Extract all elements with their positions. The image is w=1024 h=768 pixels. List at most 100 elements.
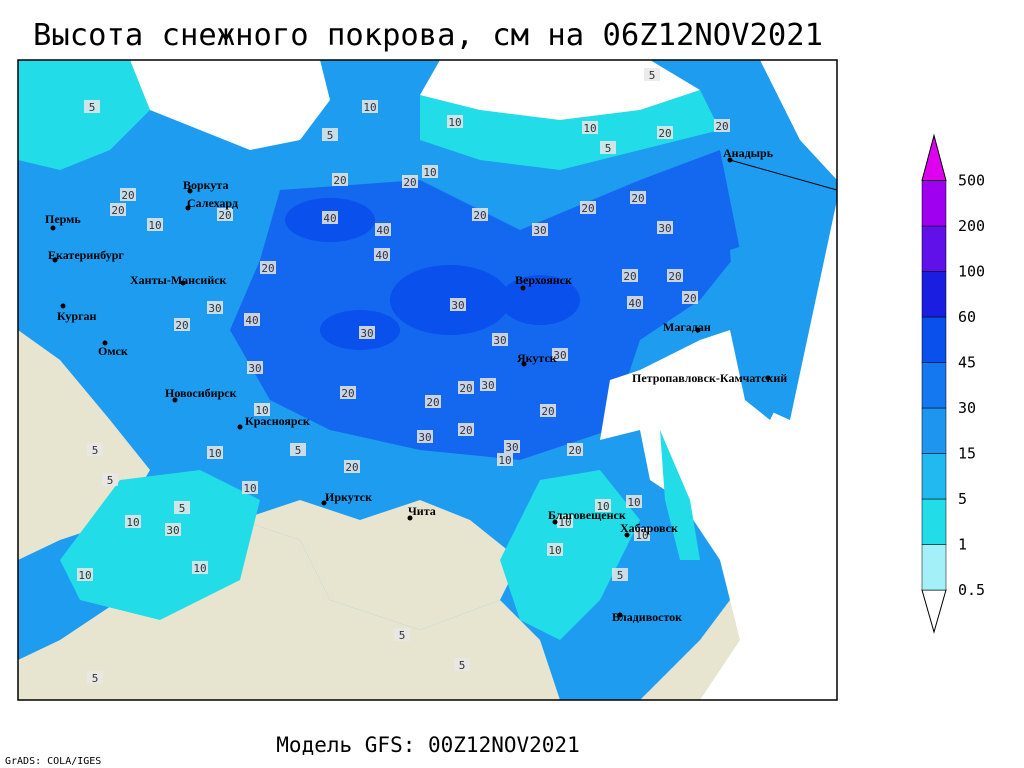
contour-label: 40: [628, 297, 641, 310]
city-label: Хабаровск: [620, 521, 678, 535]
colorbar-label: 45: [958, 354, 976, 372]
contour-label-box: [657, 221, 673, 234]
contour-label-box: [497, 453, 513, 466]
city-label: Верхоянск: [515, 273, 572, 287]
contour-label-box: [87, 671, 103, 684]
colorbar-over: [921, 133, 947, 181]
contour-label: 5: [92, 444, 99, 457]
city-dot: [187, 188, 193, 194]
contour-label-box: [626, 495, 642, 508]
contour-label-box: [290, 443, 306, 456]
contour-label: 20: [345, 461, 358, 474]
contour-label-box: [682, 291, 698, 304]
contour-label: 10: [208, 447, 221, 460]
colorbar-box: [921, 225, 947, 272]
contour-label: 20: [218, 209, 231, 222]
contour-label: 10: [583, 122, 596, 135]
contour-label: 20: [568, 444, 581, 457]
contour-label-box: [714, 119, 730, 132]
contour-label-box: [217, 208, 233, 221]
contour-label: 10: [255, 404, 268, 417]
city-dot: [552, 519, 558, 525]
contour-label: 20: [261, 262, 274, 275]
contour-label-box: [332, 173, 348, 186]
colorbar-box: [921, 498, 947, 545]
contour-label: 30: [481, 379, 494, 392]
colorbar-box: [921, 453, 947, 500]
contour-label: 40: [323, 212, 336, 225]
contour-label-box: [667, 269, 683, 282]
colorbar-label: 15: [958, 445, 976, 463]
contour-label-box: [254, 403, 270, 416]
city-label: Омск: [98, 344, 128, 358]
city-label: Воркута: [183, 178, 228, 192]
contour-label-box: [340, 386, 356, 399]
contour-label-box: [552, 348, 568, 361]
contour-label-box: [595, 499, 611, 512]
city-label: Красноярск: [245, 414, 310, 428]
colorbar-box: [921, 362, 947, 409]
city-dot: [617, 612, 623, 618]
contour-label-box: [165, 523, 181, 536]
contour-label-box: [492, 333, 508, 346]
contour-label-box: [417, 430, 433, 443]
contour-label-box: [622, 269, 638, 282]
city-label: Петропавловск-Камчатский: [632, 371, 787, 385]
border-line: [729, 159, 837, 191]
contour-label: 30: [493, 334, 506, 347]
contour-label: 40: [245, 314, 258, 327]
city-label: Новосибирск: [165, 386, 237, 400]
contour-label: 20: [658, 127, 671, 140]
contour-label-box: [247, 361, 263, 374]
contour-label-box: [174, 501, 190, 514]
contour-label: 10: [596, 500, 609, 513]
contour-label-box: [644, 68, 660, 81]
contour-label: 5: [459, 659, 466, 672]
contour-label: 30: [418, 431, 431, 444]
colorbar-label: 200: [958, 217, 985, 235]
city-label: Чита: [408, 504, 436, 518]
contour-label: 10: [498, 454, 511, 467]
city-label: Анадырь: [723, 146, 774, 160]
contour-label: 20: [175, 319, 188, 332]
colorbar-label: 0.5: [958, 581, 985, 599]
city-dot: [521, 361, 527, 367]
contour-label: 5: [617, 569, 624, 582]
contour-label-box: [207, 446, 223, 459]
contour-label: 5: [179, 502, 186, 515]
city-dot: [765, 375, 771, 381]
snow-shallow: [18, 60, 720, 640]
contour-label-box: [402, 175, 418, 188]
city-dot: [50, 225, 56, 231]
contour-label: 10: [635, 529, 648, 542]
contour-label: 5: [92, 672, 99, 685]
city-dot: [695, 327, 701, 333]
contour-label: 10: [193, 562, 206, 575]
city-dot: [52, 257, 58, 263]
contour-label: 5: [327, 129, 334, 142]
contour-label: 20: [111, 204, 124, 217]
city-label: Благовещенск: [548, 508, 626, 522]
contour-label: 5: [399, 629, 406, 642]
colorbar-under: [921, 589, 947, 634]
snow-deepest: [500, 275, 580, 325]
contour-label-box: [627, 296, 643, 309]
contour-label: 10: [243, 482, 256, 495]
colorbar-label: 1: [958, 536, 967, 554]
city-dot: [185, 205, 191, 211]
contour-label-box: [244, 313, 260, 326]
contour-label-box: [362, 100, 378, 113]
contour-label-box: [458, 423, 474, 436]
contour-label: 10: [558, 516, 571, 529]
contour-label-box: [260, 261, 276, 274]
contour-label: 20: [715, 120, 728, 133]
city-label: Ханты-Мансийск: [130, 273, 227, 287]
colorbar-box: [921, 407, 947, 454]
colorbar-label: 5: [958, 490, 967, 508]
colorbar-box: [921, 316, 947, 363]
contour-label-box: [425, 395, 441, 408]
contour-label-box: [77, 568, 93, 581]
contour-label: 20: [581, 202, 594, 215]
contour-label-box: [110, 203, 126, 216]
contour-label-box: [207, 301, 223, 314]
